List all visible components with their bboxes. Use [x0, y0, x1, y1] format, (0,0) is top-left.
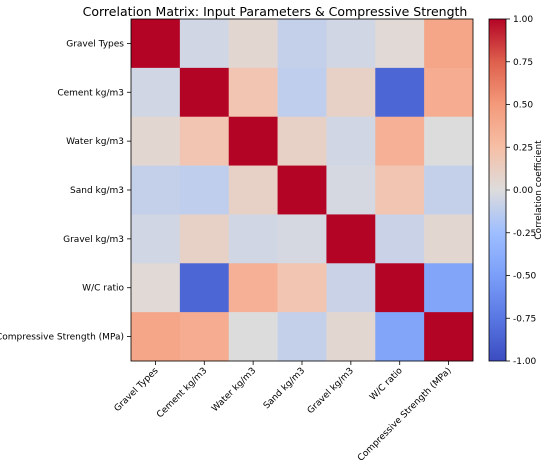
- colorbar-tick-label: 0.00: [513, 186, 533, 196]
- heatmap-cell: [375, 263, 425, 313]
- heatmap-cell: [326, 67, 376, 118]
- colorbar-tick-label: -1.00: [513, 357, 537, 367]
- y-tick-label: Gravel kg/m3: [63, 235, 124, 245]
- colorbar-tick-label: 0.50: [513, 101, 533, 111]
- chart-title: Correlation Matrix: Input Parameters & C…: [83, 4, 468, 19]
- x-tick-label: Cement kg/m3: [155, 366, 209, 420]
- x-tick-label: Gravel Types: [113, 366, 161, 414]
- heatmap-cell: [179, 263, 230, 313]
- heatmap-cell: [228, 67, 278, 118]
- heatmap-cell: [179, 116, 230, 166]
- heatmap-cell: [326, 116, 376, 166]
- colorbar-tick-label: 0.75: [513, 58, 533, 68]
- y-tick-label: Water kg/m3: [66, 137, 124, 147]
- colorbar-tick-label: 1.00: [513, 15, 533, 25]
- heatmap-cell: [424, 312, 474, 362]
- heatmap-cell: [277, 263, 327, 313]
- heatmap-cell: [179, 312, 230, 362]
- y-tick-label: Sand kg/m3: [70, 186, 124, 196]
- heatmap-cell: [228, 312, 278, 362]
- heatmap-cell: [277, 312, 327, 362]
- heatmap-cell: [228, 263, 278, 313]
- heatmap-cell: [277, 19, 327, 69]
- heatmap-cell: [228, 165, 278, 215]
- heatmap-cell: [131, 214, 181, 264]
- heatmap-cells: [131, 19, 474, 362]
- heatmap-cell: [375, 165, 425, 215]
- heatmap-cell: [375, 67, 425, 118]
- heatmap-cell: [131, 263, 181, 313]
- colorbar: 1.00 0.75 0.50 0.25 0.00 -0.25 -0.50 -0.75 -1.00…: [488, 15, 544, 367]
- colorbar-label: Correlation coefficient: [534, 140, 544, 240]
- heatmap-cell: [326, 165, 376, 215]
- heatmap-cell: [228, 19, 278, 69]
- heatmap-cell: [277, 214, 327, 264]
- y-tick-labels: Gravel Types Cement kg/m3 Water kg/m3 Sand …: [0, 39, 131, 343]
- colorbar-tick-label: -0.50: [513, 272, 537, 282]
- heatmap-cell: [131, 312, 181, 362]
- heatmap-cell: [179, 165, 230, 215]
- heatmap-cell: [131, 67, 181, 118]
- heatmap-cell: [179, 67, 230, 118]
- heatmap-cell: [424, 165, 474, 215]
- heatmap-cell: [131, 19, 181, 69]
- x-tick-label: Compressive Strength (MPa): [356, 366, 454, 460]
- heatmap-cell: [375, 116, 425, 166]
- heatmap-cell: [179, 214, 230, 264]
- colorbar-tick-label: 0.25: [513, 143, 533, 153]
- x-tick-label: Water kg/m3: [210, 366, 258, 414]
- heatmap-cell: [326, 19, 376, 69]
- heatmap-cell: [424, 19, 474, 69]
- y-tick-label: W/C ratio: [82, 284, 124, 294]
- colorbar-tick-label: -0.25: [513, 229, 536, 239]
- heatmap-cell: [228, 214, 278, 264]
- x-tick-label: Sand kg/m3: [262, 366, 307, 411]
- heatmap-cell: [131, 116, 181, 166]
- heatmap-cell: [277, 116, 327, 166]
- y-tick-label: Cement kg/m3: [57, 88, 124, 98]
- heatmap-cell: [228, 116, 278, 166]
- colorbar-gradient: [488, 18, 507, 362]
- heatmap-cell: [326, 214, 376, 264]
- heatmap-cell: [424, 67, 474, 118]
- heatmap-cell: [375, 19, 425, 69]
- heatmap-cell: [424, 263, 474, 313]
- heatmap-cell: [179, 19, 230, 69]
- heatmap-cell: [131, 165, 181, 215]
- heatmap-cell: [326, 312, 376, 362]
- y-tick-label: Compressive Strength (MPa): [0, 333, 124, 343]
- heatmap-cell: [424, 214, 474, 264]
- heatmap-cell: [424, 116, 474, 166]
- heatmap-cell: [326, 263, 376, 313]
- heatmap-cell: [375, 214, 425, 264]
- y-tick-label: Gravel Types: [66, 39, 124, 49]
- x-tick-label: W/C ratio: [368, 366, 405, 403]
- heatmap-cell: [277, 67, 327, 118]
- x-tick-label: Gravel kg/m3: [306, 366, 356, 416]
- heatmap-cell: [375, 312, 425, 362]
- heatmap-cell: [277, 165, 327, 215]
- colorbar-tick-label: -0.75: [513, 314, 536, 324]
- colorbar-ticks: 1.00 0.75 0.50 0.25 0.00 -0.25 -0.50 -0.75 -1.00: [506, 15, 537, 367]
